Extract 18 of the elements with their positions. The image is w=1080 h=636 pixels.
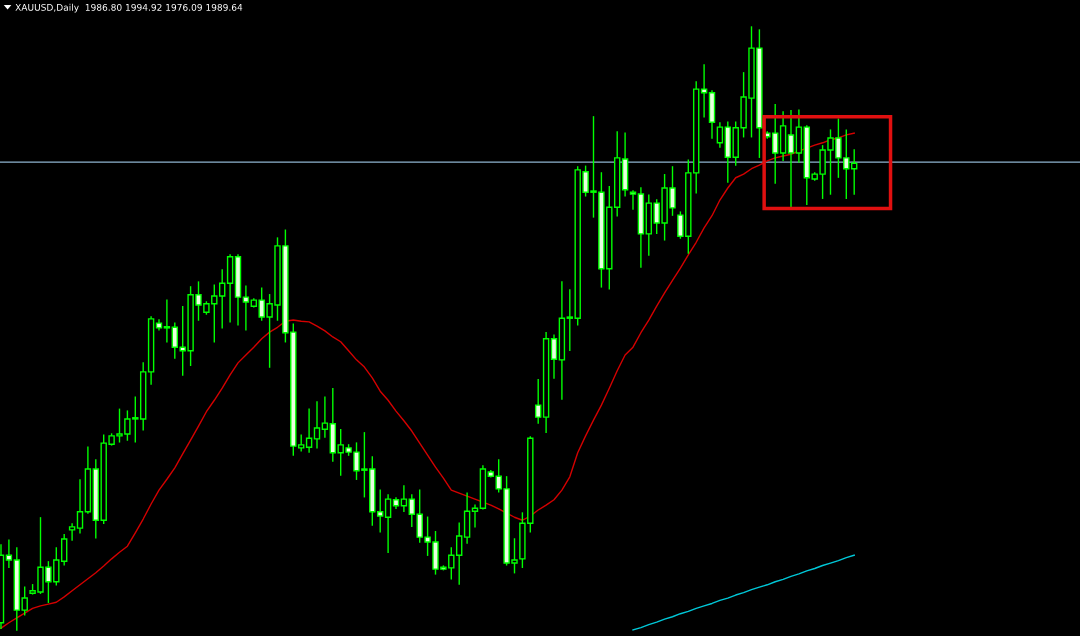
candlestick xyxy=(163,299,171,343)
candlestick xyxy=(629,190,637,210)
candlestick xyxy=(471,504,479,528)
candlestick xyxy=(700,64,708,118)
candlestick xyxy=(305,408,313,453)
candlestick xyxy=(716,122,724,148)
candlestick xyxy=(68,523,76,541)
candlestick xyxy=(313,401,321,449)
candlestick xyxy=(5,539,13,568)
candlestick xyxy=(550,334,558,379)
candlestick xyxy=(534,379,542,424)
candlestick xyxy=(787,110,795,208)
candlestick xyxy=(242,285,250,331)
candlestick xyxy=(76,479,84,534)
candlestick xyxy=(400,485,408,512)
candlestick xyxy=(321,396,329,438)
chart-title: XAUUSD,Daily 1986.80 1994.92 1976.09 1989.64 xyxy=(15,3,243,13)
candlestick xyxy=(384,494,392,553)
